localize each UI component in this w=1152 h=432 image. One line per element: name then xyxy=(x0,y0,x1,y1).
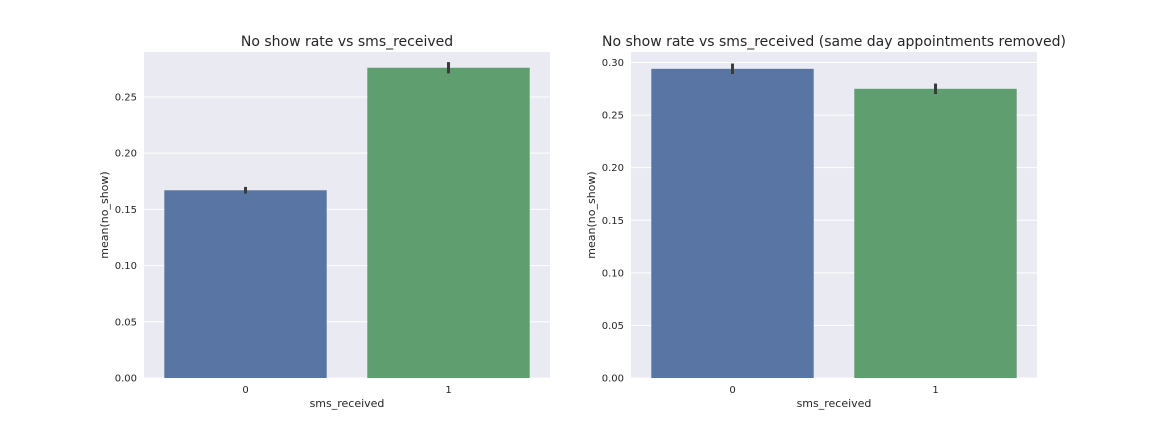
y-tick-label: 0.05 xyxy=(115,317,137,328)
y-tick-label: 0.25 xyxy=(115,92,137,103)
y-tick-label: 0.05 xyxy=(602,321,624,332)
bar xyxy=(367,67,530,379)
y-tick-label: 0.20 xyxy=(602,163,624,174)
y-tick-label: 0.15 xyxy=(115,205,137,216)
y-tick-label: 0.15 xyxy=(602,216,624,227)
y-tick-label: 0.10 xyxy=(115,261,137,272)
chart-title: No show rate vs sms_received (same day a… xyxy=(602,34,1066,50)
y-tick-label: 0.30 xyxy=(602,58,624,69)
chart-2: 0.00 0.05 0.10 0.15 0.20 0.25 0.30 0 1 No show ra… xyxy=(585,34,1066,410)
y-tick-label: 0.00 xyxy=(115,374,137,385)
x-tick-label: 1 xyxy=(445,385,451,396)
y-axis-label: mean(no_show) xyxy=(585,171,598,258)
chart-1: 0.00 0.05 0.10 0.15 0.20 0.25 0 1 No show rate v… xyxy=(98,34,550,410)
y-tick-label: 0.00 xyxy=(602,374,624,385)
y-tick-label: 0.25 xyxy=(602,111,624,122)
bar xyxy=(164,190,327,378)
x-axis-label: sms_received xyxy=(310,397,385,410)
x-tick-label: 1 xyxy=(932,385,938,396)
x-tick-label: 0 xyxy=(729,385,735,396)
y-tick-label: 0.20 xyxy=(115,149,137,160)
bar xyxy=(854,88,1017,378)
y-tick-label: 0.10 xyxy=(602,268,624,279)
y-axis-label: mean(no_show) xyxy=(98,171,111,258)
bar xyxy=(651,68,814,378)
x-axis-label: sms_received xyxy=(797,397,872,410)
x-tick-label: 0 xyxy=(242,385,248,396)
chart-title: No show rate vs sms_received xyxy=(241,34,453,50)
